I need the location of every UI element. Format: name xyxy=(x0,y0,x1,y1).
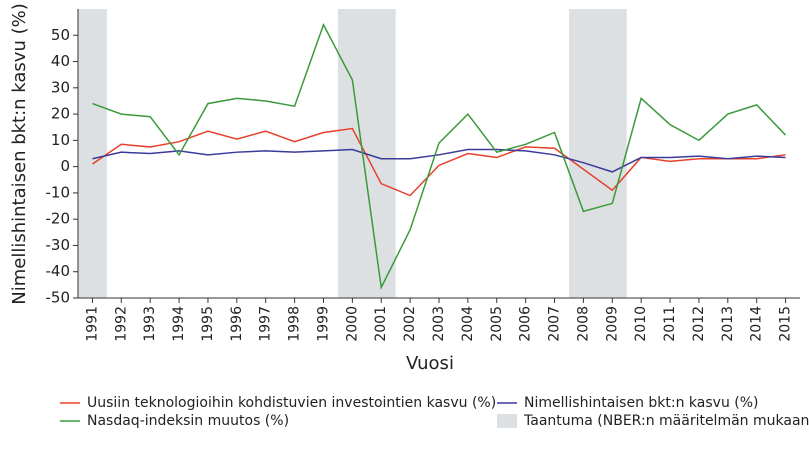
x-tick-label: 2000 xyxy=(344,306,360,342)
x-tick-label: 2007 xyxy=(547,306,563,342)
x-tick-label: 2008 xyxy=(575,306,591,342)
x-tick-label: 2009 xyxy=(604,306,620,342)
y-tick-label: 10 xyxy=(51,131,70,149)
x-tick-label: 1991 xyxy=(84,306,100,342)
x-tick-label: 2003 xyxy=(431,306,447,342)
series-line xyxy=(92,148,786,173)
y-tick-label: -50 xyxy=(46,289,71,307)
y-axis-label: Nimellishintaisen bkt:n kasvu (%) xyxy=(9,3,30,305)
x-tick-label: 1998 xyxy=(287,306,303,342)
x-tick-label: 2001 xyxy=(373,306,389,342)
legend-label: Nimellishintaisen bkt:n kasvu (%) xyxy=(524,395,759,411)
recession-band xyxy=(568,9,627,298)
x-tick-label: 2006 xyxy=(518,306,534,342)
x-tick-label: 2002 xyxy=(402,306,418,342)
legend-label: Nasdaq-indeksin muutos (%) xyxy=(87,413,289,429)
y-tick-label: -40 xyxy=(46,262,71,280)
x-tick-label: 1993 xyxy=(142,306,158,342)
x-tick-label: 2013 xyxy=(720,306,736,342)
x-tick-label: 1992 xyxy=(113,306,129,342)
legend-label: Taantuma (NBER:n määritelmän mukaan) xyxy=(523,413,809,429)
x-tick-label: 2004 xyxy=(460,306,476,342)
x-tick-label: 2005 xyxy=(489,306,505,342)
x-tick-label: 2010 xyxy=(633,306,649,342)
x-tick-label: 1997 xyxy=(258,306,274,342)
x-tick-label: 2015 xyxy=(778,306,794,342)
x-tick-label: 1999 xyxy=(315,306,331,342)
legend-label: Uusiin teknologioihin kohdistuvien inves… xyxy=(87,395,496,411)
x-tick-label: 2014 xyxy=(749,306,765,342)
y-tick-label: 0 xyxy=(60,157,70,175)
y-tick-label: 20 xyxy=(51,105,70,123)
y-tick-label: -20 xyxy=(46,210,71,228)
x-tick-label: 1994 xyxy=(171,306,187,342)
y-tick-label: -30 xyxy=(46,236,71,254)
series-line xyxy=(92,127,786,197)
x-axis-label: Vuosi xyxy=(406,353,454,374)
x-tick-label: 2011 xyxy=(662,306,678,342)
y-tick-label: 30 xyxy=(51,78,70,96)
recession-band xyxy=(78,9,107,298)
series-line xyxy=(92,22,787,290)
y-tick-label: 40 xyxy=(51,52,70,70)
x-tick-label: 1995 xyxy=(200,306,216,342)
legend-swatch xyxy=(497,414,517,428)
x-tick-label: 1996 xyxy=(229,306,245,342)
y-tick-label: -10 xyxy=(46,183,71,201)
y-tick-label: 50 xyxy=(51,26,70,44)
x-tick-label: 2012 xyxy=(691,306,707,342)
